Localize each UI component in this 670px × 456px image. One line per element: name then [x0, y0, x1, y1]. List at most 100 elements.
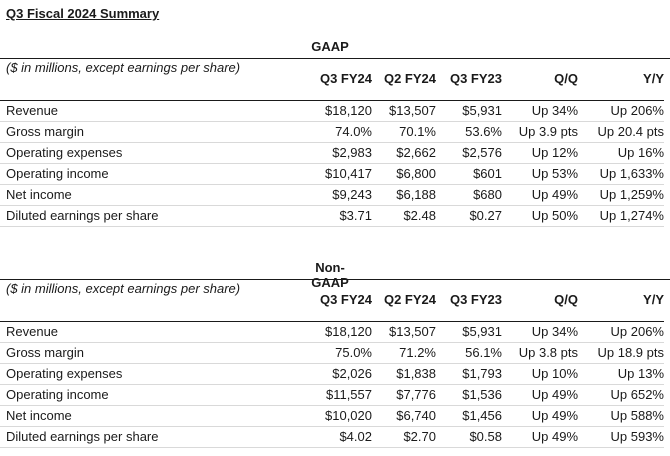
cell-value: $2,983 [250, 142, 372, 164]
table-row: Net income $9,243 $6,188 $680 Up 49% Up … [0, 184, 664, 206]
table-row: Diluted earnings per share $4.02 $2.70 $… [0, 426, 664, 448]
cell-value: Up 53% [502, 163, 578, 185]
cell-value: $2,662 [372, 142, 436, 164]
section-header-gaap: GAAP [0, 36, 670, 59]
row-label: Operating expenses [0, 363, 250, 385]
table-header-row: ($ in millions, except earnings per shar… [0, 58, 664, 101]
cell-value: Up 588% [578, 405, 664, 427]
unit-note: ($ in millions, except earnings per shar… [0, 279, 250, 322]
cell-value: $2,576 [436, 142, 502, 164]
cell-value: Up 1,633% [578, 163, 664, 185]
row-label: Revenue [0, 100, 250, 122]
column-header: Q3 FY23 [436, 58, 502, 101]
row-label: Diluted earnings per share [0, 205, 250, 227]
cell-value: $13,507 [372, 100, 436, 122]
cell-value: 71.2% [372, 342, 436, 364]
cell-value: Up 206% [578, 100, 664, 122]
cell-value: $1,793 [436, 363, 502, 385]
table-row: Operating expenses $2,983 $2,662 $2,576 … [0, 142, 664, 164]
cell-value: Up 16% [578, 142, 664, 164]
cell-value: Up 3.8 pts [502, 342, 578, 364]
non-gaap-table: ($ in millions, except earnings per shar… [0, 279, 664, 448]
cell-value: Up 593% [578, 426, 664, 448]
cell-value: Up 13% [578, 363, 664, 385]
cell-value: Up 34% [502, 100, 578, 122]
cell-value: $5,931 [436, 100, 502, 122]
cell-value: $9,243 [250, 184, 372, 206]
cell-value: 70.1% [372, 121, 436, 143]
table-header-row: ($ in millions, except earnings per shar… [0, 279, 664, 322]
cell-value: Up 49% [502, 405, 578, 427]
column-header: Y/Y [578, 58, 664, 101]
cell-value: $4.02 [250, 426, 372, 448]
cell-value: $3.71 [250, 205, 372, 227]
cell-value: $18,120 [250, 321, 372, 343]
cell-value: $6,188 [372, 184, 436, 206]
section-title: GAAP [311, 39, 349, 54]
cell-value: $11,557 [250, 384, 372, 406]
cell-value: Up 18.9 pts [578, 342, 664, 364]
row-label: Diluted earnings per share [0, 426, 250, 448]
table-row: Revenue $18,120 $13,507 $5,931 Up 34% Up… [0, 321, 664, 343]
cell-value: $2.48 [372, 205, 436, 227]
cell-value: Up 49% [502, 184, 578, 206]
table-row: Operating expenses $2,026 $1,838 $1,793 … [0, 363, 664, 385]
table-row: Operating income $11,557 $7,776 $1,536 U… [0, 384, 664, 406]
row-label: Revenue [0, 321, 250, 343]
cell-value: 56.1% [436, 342, 502, 364]
column-header: Q3 FY24 [250, 58, 372, 101]
row-label: Operating expenses [0, 142, 250, 164]
cell-value: $10,020 [250, 405, 372, 427]
unit-note: ($ in millions, except earnings per shar… [0, 58, 250, 101]
cell-value: Up 206% [578, 321, 664, 343]
page-title: Q3 Fiscal 2024 Summary [6, 6, 160, 21]
table-row: Gross margin 74.0% 70.1% 53.6% Up 3.9 pt… [0, 121, 664, 143]
cell-value: 53.6% [436, 121, 502, 143]
cell-value: 74.0% [250, 121, 372, 143]
row-label: Net income [0, 184, 250, 206]
cell-value: $1,456 [436, 405, 502, 427]
table-row: Net income $10,020 $6,740 $1,456 Up 49% … [0, 405, 664, 427]
cell-value: $5,931 [436, 321, 502, 343]
cell-value: $0.58 [436, 426, 502, 448]
cell-value: $1,838 [372, 363, 436, 385]
row-label: Operating income [0, 384, 250, 406]
cell-value: Up 3.9 pts [502, 121, 578, 143]
cell-value: $6,740 [372, 405, 436, 427]
row-label: Net income [0, 405, 250, 427]
table-row: Gross margin 75.0% 71.2% 56.1% Up 3.8 pt… [0, 342, 664, 364]
cell-value: Up 34% [502, 321, 578, 343]
cell-value: Up 50% [502, 205, 578, 227]
cell-value: Up 49% [502, 426, 578, 448]
column-header: Q/Q [502, 279, 578, 322]
cell-value: Up 20.4 pts [578, 121, 664, 143]
table-row: Operating income $10,417 $6,800 $601 Up … [0, 163, 664, 185]
row-label: Operating income [0, 163, 250, 185]
table-row: Revenue $18,120 $13,507 $5,931 Up 34% Up… [0, 100, 664, 122]
cell-value: $0.27 [436, 205, 502, 227]
cell-value: $18,120 [250, 100, 372, 122]
column-header: Q3 FY23 [436, 279, 502, 322]
table-row: Diluted earnings per share $3.71 $2.48 $… [0, 205, 664, 227]
section-header-non-gaap: Non-GAAP [0, 257, 670, 290]
row-label: Gross margin [0, 121, 250, 143]
cell-value: $2.70 [372, 426, 436, 448]
column-header: Q2 FY24 [372, 279, 436, 322]
cell-value: Up 10% [502, 363, 578, 385]
cell-value: Up 1,274% [578, 205, 664, 227]
cell-value: 75.0% [250, 342, 372, 364]
cell-value: $680 [436, 184, 502, 206]
cell-value: $7,776 [372, 384, 436, 406]
cell-value: $2,026 [250, 363, 372, 385]
cell-value: $1,536 [436, 384, 502, 406]
column-header: Q/Q [502, 58, 578, 101]
column-header: Q2 FY24 [372, 58, 436, 101]
cell-value: Up 12% [502, 142, 578, 164]
row-label: Gross margin [0, 342, 250, 364]
gaap-table: ($ in millions, except earnings per shar… [0, 58, 664, 227]
cell-value: $10,417 [250, 163, 372, 185]
column-header: Y/Y [578, 279, 664, 322]
cell-value: $6,800 [372, 163, 436, 185]
cell-value: $601 [436, 163, 502, 185]
cell-value: $13,507 [372, 321, 436, 343]
